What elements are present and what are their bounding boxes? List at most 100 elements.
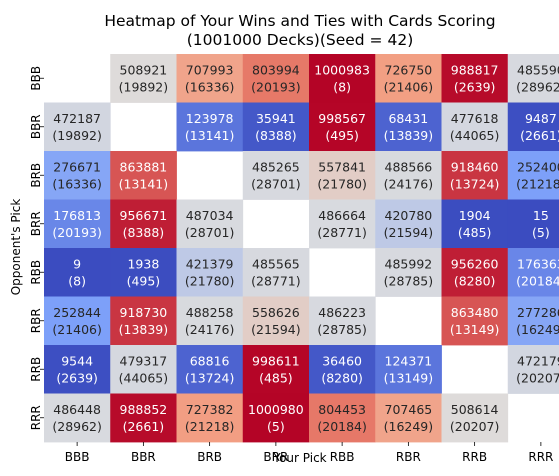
cell-ties-label: (21594) (251, 322, 301, 337)
heatmap-cell-RBB-BBR (110, 248, 177, 297)
cell-ties-label: (21406) (52, 322, 102, 337)
cell-wins-label: 123978 (186, 111, 234, 126)
cell-ties-label: (28701) (251, 176, 301, 191)
cell-ties-label: (2639) (454, 79, 496, 94)
cell-ties-label: (44065) (450, 128, 500, 143)
heatmap-cell-BRB-RBB (309, 151, 376, 200)
cell-wins-label: 508921 (120, 62, 168, 77)
cell-wins-label: 486223 (318, 305, 366, 320)
cell-wins-label: 803994 (252, 62, 300, 77)
heatmap-cell-RRR-BRR (242, 393, 310, 443)
heatmap-cell-BBR-BBB (44, 102, 111, 152)
y-tick-label: BBR (29, 114, 43, 139)
cell-wins-label: 9487 (525, 111, 557, 126)
heatmap-cell-RRB-BBB (44, 345, 111, 394)
cell-ties-label: (20207) (516, 370, 559, 385)
cell-ties-label: (20184) (317, 419, 367, 434)
cell-ties-label: (21406) (384, 79, 434, 94)
y-tick-labels: BBB BBR BRB BRR RBB RBR RRB RRR (29, 66, 44, 430)
cell-ties-label: (28785) (317, 322, 367, 337)
cell-wins-label: 9 (73, 256, 81, 271)
heatmap-cell-BRB-RRR (507, 151, 559, 200)
y-tick-label: BRB (29, 163, 43, 188)
cell-ties-label: (495) (127, 273, 161, 288)
cell-ties-label: (13839) (119, 322, 169, 337)
cell-wins-label: 486448 (53, 402, 101, 417)
cell-ties-label: (44065) (119, 370, 169, 385)
x-tick-label: BRB (197, 450, 222, 464)
cell-wins-label: 252400 (517, 159, 559, 174)
heatmap-cell-RRB-RBR (375, 345, 442, 394)
cell-wins-label: 277286 (517, 305, 559, 320)
cell-ties-label: (5) (267, 419, 285, 434)
cell-wins-label: 488258 (186, 305, 234, 320)
cell-ties-label: (2661) (520, 128, 559, 143)
heatmap-cell-BBB-RRB (441, 54, 509, 103)
heatmap-cell-RBB-BBB (44, 248, 111, 297)
heatmap-cell-BRR-BRB (176, 199, 244, 249)
cell-ties-label: (8388) (123, 225, 165, 240)
cell-wins-label: 176363 (517, 256, 559, 271)
heatmap-cell-RRB-BRR (242, 345, 310, 394)
heatmap-cell-RRR-BRB (176, 393, 244, 443)
cell-ties-label: (21218) (516, 176, 559, 191)
heatmap-cell-RBB-RRR (507, 248, 559, 297)
cell-wins-label: 485265 (252, 159, 300, 174)
cell-ties-label: (13839) (384, 128, 434, 143)
cell-ties-label: (21594) (384, 225, 434, 240)
heatmap-cell-RRB-RRR (507, 345, 559, 394)
heatmap-cell-RRR-BBB (44, 393, 111, 443)
cell-ties-label: (28962) (516, 79, 559, 94)
cell-wins-label: 68816 (190, 353, 230, 368)
heatmap-cell-RRR-RBB (309, 393, 376, 443)
heatmap-cell-RBB-BRB (176, 248, 244, 297)
x-tick-label: RBR (396, 450, 421, 464)
cell-wins-label: 804453 (318, 402, 366, 417)
x-tick-label: BBB (65, 450, 90, 464)
y-tick-label: BBB (29, 66, 43, 91)
cell-wins-label: 707993 (186, 62, 234, 77)
heatmap-cell-RBB-RRB (441, 248, 509, 297)
heatmap-cell-BRR-RRB (441, 199, 509, 249)
x-tick-label: BBR (131, 450, 156, 464)
cell-ties-label: (16336) (52, 176, 102, 191)
y-tick-label: BRR (29, 211, 43, 236)
cell-wins-label: 998567 (318, 111, 366, 126)
cell-wins-label: 252844 (53, 305, 101, 320)
cell-wins-label: 998611 (252, 353, 300, 368)
cell-ties-label: (8388) (255, 128, 297, 143)
heatmap-cell-BBB-BRB (176, 54, 244, 103)
cell-ties-label: (8280) (454, 273, 496, 288)
chart-title-line2: (1001000 Decks)(Seed = 42) (187, 31, 414, 49)
cell-ties-label: (8280) (321, 370, 363, 385)
heatmap-cell-RBR-BRB (176, 296, 244, 346)
cell-wins-label: 9544 (61, 353, 93, 368)
cell-wins-label: 558626 (252, 305, 300, 320)
cell-ties-label: (21218) (185, 419, 235, 434)
heatmap-cell-BBR-BRR (242, 102, 310, 152)
heatmap-cell-BRB-RBR (375, 151, 442, 200)
cell-wins-label: 488566 (385, 159, 433, 174)
cell-wins-label: 35941 (256, 111, 296, 126)
cell-ties-label: (28701) (185, 225, 235, 240)
heatmap-cell-BRR-BBB (44, 199, 111, 249)
heatmap-cell-BRB-BBB (44, 151, 111, 200)
y-tick-label: RBR (29, 308, 43, 333)
cell-ties-label: (13724) (185, 370, 235, 385)
cell-ties-label: (21780) (317, 176, 367, 191)
cell-ties-label: (13149) (384, 370, 434, 385)
cell-wins-label: 472187 (53, 111, 101, 126)
heatmap-cell-BBR-RBB (309, 102, 376, 152)
cell-wins-label: 487034 (186, 208, 234, 223)
cell-wins-label: 508614 (451, 402, 499, 417)
cell-ties-label: (495) (325, 128, 359, 143)
heatmap-cell-BRB-RRB (441, 151, 509, 200)
cell-wins-label: 956671 (120, 208, 168, 223)
cell-wins-label: 15 (533, 208, 549, 223)
heatmap-cell-RBR-BBB (44, 296, 111, 346)
chart-title-line1: Heatmap of Your Wins and Ties with Cards… (104, 12, 495, 30)
cell-wins-label: 420780 (385, 208, 433, 223)
heatmap-cell-BBB-RRR (507, 54, 559, 103)
cell-ties-label: (24176) (384, 176, 434, 191)
heatmap-cell-RBR-RRR (507, 296, 559, 346)
